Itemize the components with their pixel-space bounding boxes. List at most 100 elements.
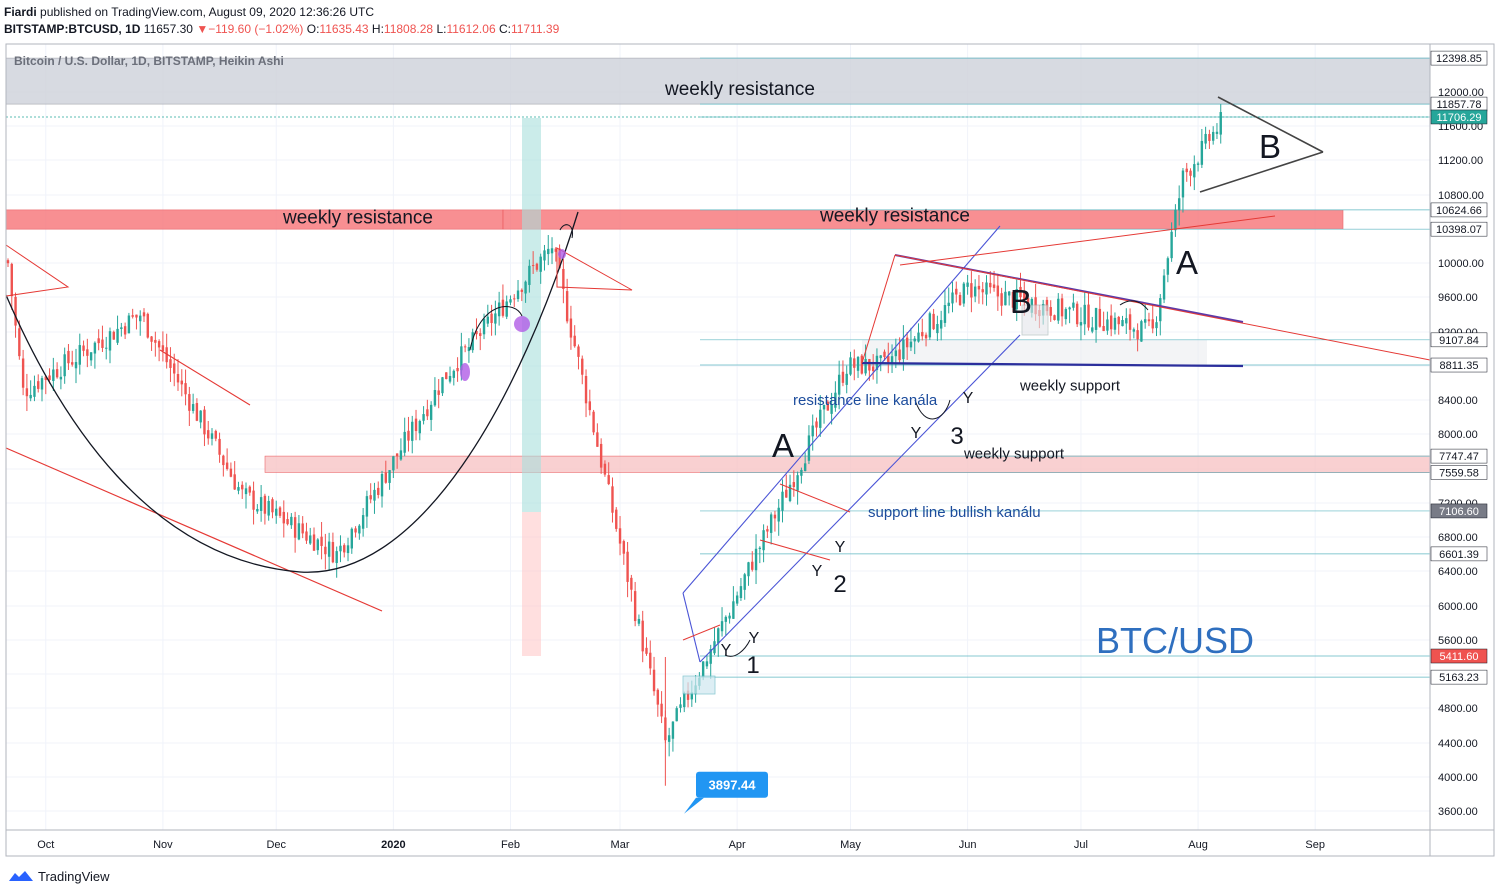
candle-body (811, 425, 814, 437)
price-tick-label: 8000.00 (1438, 429, 1478, 441)
price-flag-label: 5411.60 (1440, 651, 1479, 663)
candle-body (1083, 304, 1086, 325)
candle-body (822, 405, 826, 410)
candle-body (924, 334, 928, 339)
time-tick-label: May (840, 839, 861, 851)
candle-body (210, 433, 214, 439)
candle-body (248, 486, 251, 493)
candle-body (309, 535, 312, 544)
candle-body (936, 324, 939, 334)
candle-body (44, 376, 47, 380)
time-tick-label: 2020 (381, 839, 405, 851)
trend-line (899, 215, 1276, 266)
candle-body (14, 296, 17, 326)
footer-brand[interactable]: TradingView (8, 866, 110, 886)
candle-body (369, 495, 372, 500)
low-marker-pointer (684, 797, 704, 814)
arrow-curve (724, 639, 751, 657)
candle-body (735, 595, 739, 604)
candle-body (1181, 170, 1185, 198)
candle-body (479, 333, 482, 336)
candle-body (611, 486, 614, 513)
candle-body (101, 339, 104, 348)
candle-body (343, 545, 346, 553)
candle-body (1170, 231, 1173, 259)
time-tick-label: Aug (1188, 839, 1208, 851)
author-name[interactable]: Fiardi (4, 5, 37, 19)
trend-line (779, 483, 851, 513)
candle-body (826, 401, 830, 411)
symbol-label[interactable]: BITSTAMP:BTCUSD, 1D (4, 22, 141, 36)
candle-body (1117, 316, 1120, 325)
candle-body (520, 289, 524, 292)
candle-body (781, 491, 784, 511)
candle-body (573, 335, 576, 347)
annotation-text: 3 (950, 423, 963, 450)
candle-body (59, 376, 63, 380)
candle-body (649, 652, 652, 669)
candle-body (33, 385, 36, 397)
candle-body (592, 411, 595, 433)
candle-body (278, 507, 282, 516)
candle-body (293, 517, 297, 538)
candle-body (830, 404, 833, 414)
time-tick-label: Dec (266, 839, 286, 851)
candle-body (403, 431, 406, 453)
candle-body (445, 372, 448, 380)
candle-body (1162, 275, 1166, 300)
candle-body (327, 541, 331, 557)
range-box (682, 675, 716, 695)
candle-body (411, 421, 414, 441)
candle-body (1015, 289, 1018, 310)
candle-body (766, 529, 769, 532)
price-axis[interactable]: 3600.00 4000.00 4400.00 4800.00 5600.00 6000.… (1430, 50, 1488, 818)
candle-body (921, 332, 924, 337)
chart-frame (5, 43, 1495, 857)
arrow-curve (469, 306, 523, 351)
candle-body (290, 516, 293, 526)
time-axis[interactable]: Oct Nov Dec 2020 Feb Mar Apr May Jun Jul Aug Sep (37, 839, 1325, 851)
candle-body (1151, 319, 1154, 329)
price-tick-label: 6400.00 (1438, 566, 1478, 578)
highlight-ellipse (460, 363, 470, 381)
candle-body (146, 313, 149, 338)
candle-body (361, 515, 365, 529)
candle-body (127, 315, 131, 334)
candle-body (1106, 319, 1109, 331)
candle-body (482, 318, 486, 335)
ohlc-line: BITSTAMP:BTCUSD, 1D 11657.30 ▼−119.60 (−… (4, 21, 1104, 38)
published-text: published on TradingView.com, August 09,… (40, 5, 375, 19)
price-flag-label: 6601.39 (1439, 549, 1479, 561)
candle-body (71, 362, 74, 365)
candle-body (898, 349, 901, 361)
triangle-pattern (556, 247, 633, 291)
price-tick-label: 4400.00 (1438, 738, 1478, 750)
candle-body (203, 409, 206, 435)
candle-body (78, 345, 81, 365)
candle-body (951, 292, 954, 304)
trendline-down (159, 349, 251, 406)
price-tick-label: 10000.00 (1438, 258, 1484, 270)
candle-body (679, 704, 682, 708)
candle-body (316, 539, 319, 551)
candle-body (165, 347, 168, 363)
candle-body (652, 669, 656, 692)
high-value: 11808.28 (383, 22, 434, 36)
zone-rect (264, 455, 1431, 473)
candle-body (25, 388, 29, 397)
annotation-text: Y (835, 539, 846, 556)
candle-body (490, 313, 493, 324)
time-band-teal (522, 118, 541, 512)
price-flag-box (1430, 202, 1488, 218)
candle-body (973, 286, 977, 297)
candle-body (1019, 286, 1022, 298)
candle-body (1132, 329, 1136, 332)
candle-body (834, 392, 837, 408)
candle-body (800, 469, 803, 476)
time-band-pink (522, 512, 541, 656)
candle-body (1121, 320, 1124, 327)
price-flag-label: 11706.29 (1436, 112, 1481, 124)
price-flag-label: 10624.66 (1436, 205, 1482, 217)
candle-body (1159, 298, 1162, 322)
